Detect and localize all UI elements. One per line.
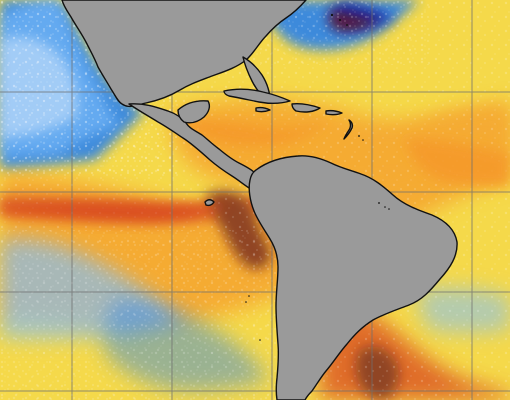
jamaica [255,106,271,113]
cuba [223,88,291,105]
ocean-streaks [0,118,510,224]
yucatan-peninsula [177,100,211,124]
hispaniola [291,103,321,113]
south-america [248,155,458,400]
land-masses [61,0,458,400]
puerto-rico [325,109,343,116]
coastal-details [245,13,390,341]
north-america [61,0,307,108]
galapagos-islands [204,199,215,207]
lesser-antilles [343,119,354,140]
